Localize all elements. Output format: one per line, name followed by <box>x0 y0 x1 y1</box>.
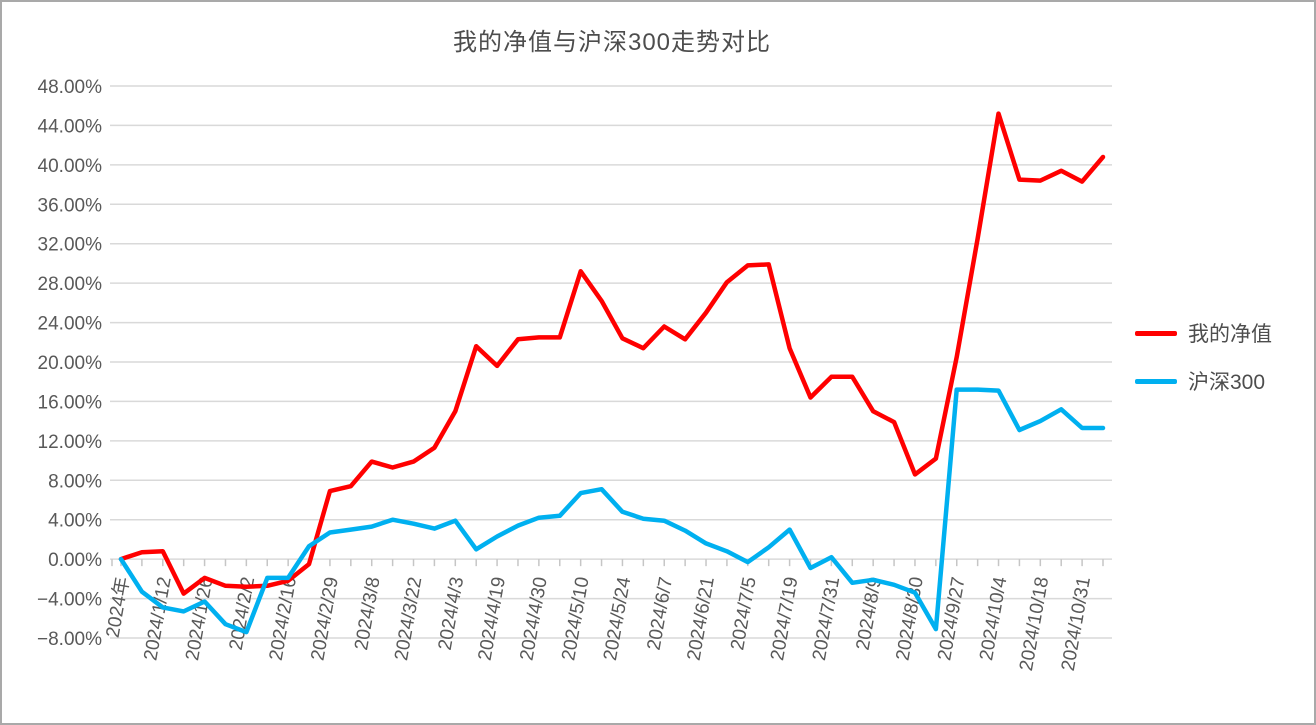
x-axis-tick-label: 2024/5/24 <box>600 575 635 662</box>
series-line-0 <box>118 111 1106 596</box>
y-axis-tick-label: 16.00% <box>38 392 103 413</box>
legend-item-net-value: 我的净值 <box>1135 318 1272 348</box>
legend: 我的净值 沪深300 <box>1135 318 1272 396</box>
x-axis-tick-label: 2024年 <box>102 575 134 639</box>
y-axis-tick-label: −4.00% <box>37 590 102 611</box>
x-axis-tick-label: 2024/4/30 <box>516 575 551 662</box>
legend-label-csi300: 沪深300 <box>1188 371 1266 394</box>
y-axis-tick-label: 48.00% <box>38 77 103 98</box>
x-axis-tick-label: 2024/6/7 <box>644 575 678 651</box>
x-axis-tick-label: 2024/7/19 <box>767 575 802 662</box>
x-axis-tick-label: 2024/10/31 <box>1058 575 1095 672</box>
y-axis-tick-label: 44.00% <box>38 116 103 137</box>
x-axis-tick-label: 2024/4/19 <box>475 575 510 662</box>
y-axis-tick-label: 20.00% <box>38 353 103 374</box>
y-axis-tick-label: 4.00% <box>48 511 102 532</box>
y-axis-tick-label: 36.00% <box>38 195 103 216</box>
y-axis-tick-label: 8.00% <box>48 471 102 492</box>
legend-label-net-value: 我的净值 <box>1188 323 1272 346</box>
x-axis-tick-label: 2024/2/16 <box>266 575 301 662</box>
x-axis-tick-label: 2024/1/12 <box>140 575 175 662</box>
y-axis-tick-label: 28.00% <box>38 274 103 295</box>
legend-item-csi300: 沪深300 <box>1135 366 1272 396</box>
y-axis-tick-label: 32.00% <box>38 235 103 256</box>
blue-line-swatch <box>1135 378 1177 384</box>
x-axis-tick-label: 2024/6/21 <box>684 575 719 662</box>
x-axis-tick-label: 2024/8/9 <box>853 575 887 651</box>
y-axis-tick-label: 24.00% <box>38 314 103 335</box>
chart-title: 我的净值与沪深300走势对比 <box>452 29 772 56</box>
x-axis-tick-label: 2024/10/18 <box>1016 575 1053 672</box>
y-axis-tick-label: −8.00% <box>37 629 102 650</box>
x-axis-tick-label: 2024/3/22 <box>391 575 426 662</box>
x-axis-tick-label: 2024/5/10 <box>558 575 593 662</box>
y-axis-tick-label: 0.00% <box>48 550 102 571</box>
x-axis-tick-label: 2024/2/29 <box>308 575 343 662</box>
y-axis-tick-label: 40.00% <box>38 156 103 177</box>
red-line-swatch <box>1135 330 1177 336</box>
y-axis-tick-label: 12.00% <box>38 432 103 453</box>
series-line-1 <box>118 387 1106 635</box>
x-axis-tick-label: 2024/4/3 <box>435 575 469 651</box>
x-axis-tick-label: 2024/7/5 <box>727 575 761 651</box>
x-axis-tick-label: 2024/3/8 <box>351 575 385 651</box>
x-axis-tick-label: 2024/7/31 <box>809 575 844 662</box>
x-axis-tick-label: 2024/10/4 <box>976 575 1011 662</box>
